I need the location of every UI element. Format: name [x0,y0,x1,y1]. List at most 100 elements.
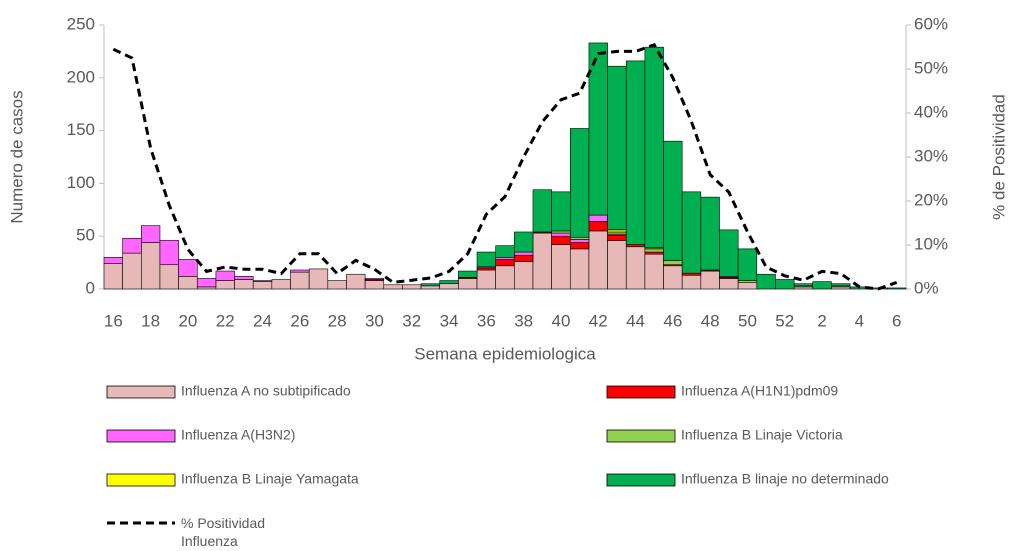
bar-segment [178,276,198,290]
y2-tick-label: 0% [914,278,939,297]
x-tick-label: 26 [290,311,309,330]
bar-segment [644,251,664,255]
x-tick-label: 34 [440,311,459,330]
bar-segment [887,287,907,290]
legend-label: Influenza A no subtipificado [181,383,351,399]
bar-segment [812,281,832,290]
x-tick-label: 18 [141,311,160,330]
bar-segment [271,279,291,290]
legend-label: % Positividad Influenza [181,515,266,549]
bar-segment [252,281,273,290]
x-tick-label: 4 [855,311,864,330]
legend-label: Influenza A(H1N1)pdm09 [681,383,838,399]
y2-tick-label: 50% [914,58,948,77]
bar-segment [196,278,217,288]
x-tick-label: 38 [514,311,533,330]
legend-swatch [606,385,676,399]
bar-segment [681,274,702,290]
bar-segment [103,257,123,264]
bar-segment [346,273,366,290]
y-tick-label: 150 [67,120,95,139]
y-tick-label: 0 [86,278,95,297]
bar-segment [700,196,720,271]
bar-segment [569,248,590,290]
x-tick-label: 32 [402,311,421,330]
bar-segment [495,265,515,290]
bar-segment [663,140,683,261]
y2-tick-label: 20% [914,190,948,209]
y2-tick-label: 10% [914,234,948,253]
bar-segment [476,251,496,268]
bar-segment [514,254,534,262]
bar-segment [234,279,254,290]
bar-segment [196,286,217,290]
bar-segment [607,231,627,235]
bar-segment [625,246,646,290]
bar-segment [252,280,273,282]
bar-segment [831,286,851,290]
legend-swatch [606,473,676,487]
x-tick-label: 2 [817,311,826,330]
bar-segment [793,283,814,287]
bar-segment [607,234,627,241]
bar-segment [607,240,627,290]
bar-segment [103,263,123,290]
legend-label: Influenza A(H3N2) [181,427,295,443]
bar-segment [569,239,590,243]
bar-segment [663,260,683,266]
bar-segment [625,244,646,248]
y2-tick-label: 30% [914,146,948,165]
bar-segment [215,270,235,281]
bar-segment [514,261,534,290]
bar-segment [215,280,235,290]
bar-segment [551,230,571,234]
bar-segment [588,42,608,216]
bar-segment [290,269,310,273]
positivity-line [112,42,898,291]
legend-swatch [106,385,176,399]
bar-segment [588,221,608,232]
bar-segment [625,60,646,245]
x-tick-label: 52 [775,311,794,330]
bar-segment [122,252,142,290]
bar-segment [495,257,515,260]
bar-segment [793,286,814,290]
bar-segment [588,230,608,290]
bar-segment [700,270,720,290]
bar-segment [644,46,664,249]
bar-segment [420,285,441,290]
bar-segment [607,65,627,231]
bar-segment [831,283,851,287]
bar-segment [644,248,664,253]
bar-segment [420,283,441,287]
bar-segment [569,128,590,238]
x-tick-label: 6 [892,311,901,330]
x-axis-title: Semana epidemiologica [414,344,596,363]
x-tick-label: 46 [663,311,682,330]
bar-segment [514,251,534,256]
x-tick-label: 24 [253,311,272,330]
x-tick-label: 44 [626,311,645,330]
bar-segment [569,242,590,250]
x-tick-label: 20 [178,311,197,330]
legend-swatch [606,429,676,443]
bar-segment [402,284,422,290]
bar-segment [775,279,795,290]
bar-segment [756,273,776,290]
y2-tick-label: 60% [914,14,948,33]
bar-segment [476,269,496,290]
bar-segment [551,235,571,245]
bar-segment [364,278,385,280]
bar-segment [532,232,552,290]
bar-segment [141,225,161,243]
y-tick-label: 250 [67,14,95,33]
y-tick-label: 100 [67,173,95,192]
bar-segment [122,238,142,254]
bar-segment [532,189,552,233]
x-tick-label: 36 [477,311,496,330]
bar-segment [588,214,608,222]
bar-segment [663,265,683,290]
bar-segment [178,259,198,277]
legend-label: Influenza B linaje no determinado [681,471,889,487]
